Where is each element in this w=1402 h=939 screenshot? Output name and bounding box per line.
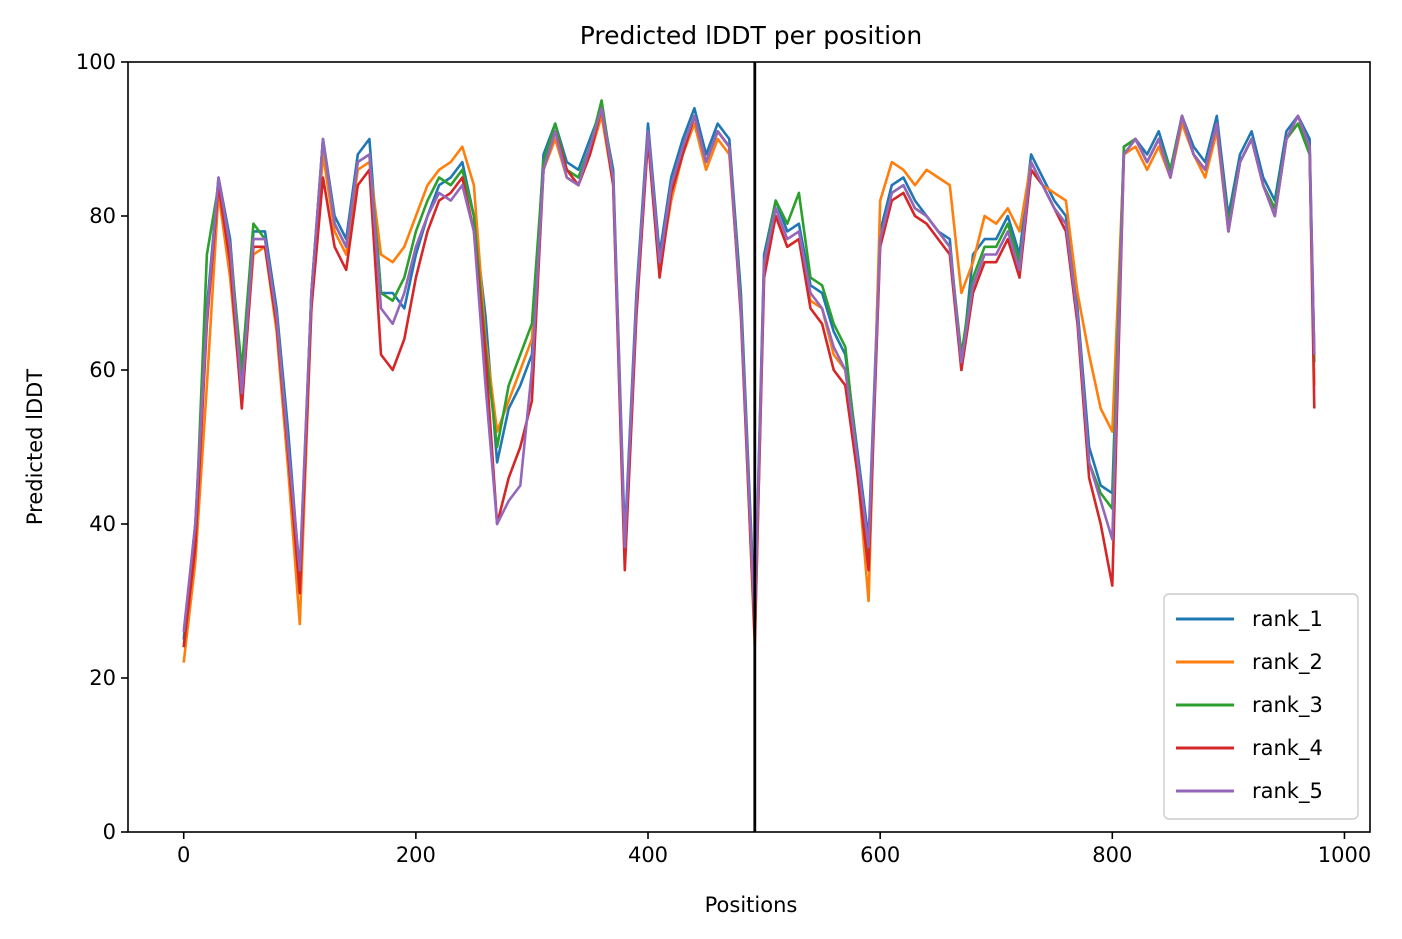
legend: rank_1 rank_2 rank_3 rank_4 rank_5 xyxy=(1163,593,1359,820)
y-axis-label: Predicted lDDT xyxy=(23,369,47,525)
legend-label-rank_3: rank_3 xyxy=(1252,693,1323,718)
y-tick-label: 60 xyxy=(89,358,116,382)
legend-label-rank_4: rank_4 xyxy=(1252,736,1323,761)
x-tick-label: 200 xyxy=(396,843,436,867)
series-line-rank_5 xyxy=(182,106,1316,632)
legend-label-rank_2: rank_2 xyxy=(1252,650,1323,675)
axis-ticks: 0 200 400 600 800 1000 0 20 40 60 80 100 xyxy=(76,50,1371,867)
x-tick-label: 800 xyxy=(1092,843,1132,867)
y-tick-label: 80 xyxy=(89,204,116,228)
plot-area xyxy=(182,62,1316,832)
chart-title: Predicted lDDT per position xyxy=(580,21,922,50)
y-tick-label: 40 xyxy=(89,512,116,536)
legend-label-rank_1: rank_1 xyxy=(1252,607,1323,632)
y-tick-label: 0 xyxy=(103,820,116,844)
x-axis-label: Positions xyxy=(705,893,798,917)
axes-frame xyxy=(127,61,1371,833)
legend-label-rank_5: rank_5 xyxy=(1252,779,1323,804)
x-tick-label: 400 xyxy=(628,843,668,867)
y-tick-label: 100 xyxy=(76,50,116,74)
x-tick-label: 600 xyxy=(860,843,900,867)
x-tick-label: 1000 xyxy=(1318,843,1371,867)
y-tick-label: 20 xyxy=(89,666,116,690)
legend-box xyxy=(1163,593,1359,820)
x-tick-label: 0 xyxy=(177,843,190,867)
